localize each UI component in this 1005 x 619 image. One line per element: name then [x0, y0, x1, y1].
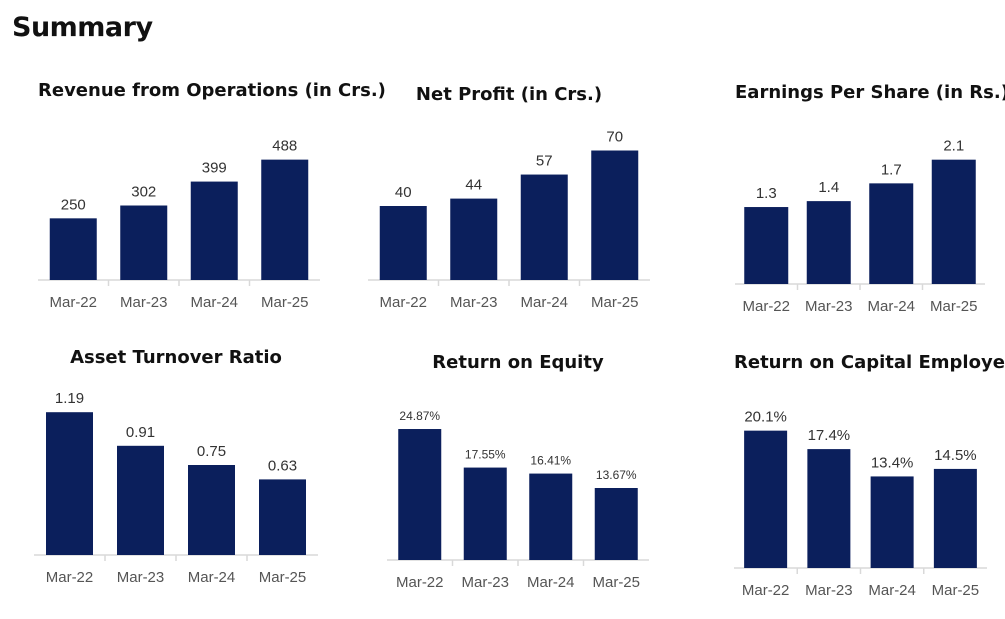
- bar-mar-22: [379, 206, 427, 280]
- chart-title: Revenue from Operations (in Crs.): [38, 80, 386, 101]
- bar-mar-24: [520, 174, 568, 280]
- chart-roce-plot: 20.1% Mar-22 17.4% Mar-23 13.4% Mar-24 14.5% Ma…: [734, 409, 987, 599]
- chart-title: Return on Equity: [432, 352, 604, 373]
- data-label: 57: [536, 153, 553, 170]
- chart-asset-turnover: Asset Turnover Ratio 1.19 Mar-22 0.91 Mar-2…: [34, 345, 318, 595]
- chart-title: Net Profit (in Crs.): [415, 84, 603, 105]
- data-label: 1.4: [818, 179, 839, 196]
- data-label: 399: [202, 160, 227, 177]
- bar-mar-22: [744, 430, 788, 568]
- x-tick-label: Mar-23: [805, 582, 853, 599]
- bar-mar-22: [46, 412, 93, 555]
- data-label: 70: [606, 129, 623, 146]
- chart-net-profit-plot: 40 Mar-22 44 Mar-23 57 Mar-24 70 Mar-25: [368, 129, 650, 311]
- data-label: 44: [465, 177, 482, 194]
- x-tick-label: Mar-23: [461, 574, 509, 591]
- data-label: 13.67%: [596, 468, 637, 482]
- data-label: 1.3: [756, 185, 777, 202]
- chart-revenue: Revenue from Operations (in Crs.) 250 Mar…: [38, 76, 386, 316]
- page-title: Summary: [12, 12, 153, 43]
- chart-revenue-plot: 250 Mar-22 302 Mar-23 399 Mar-24 488 Mar-25: [38, 138, 320, 311]
- data-label: 17.4%: [808, 427, 851, 444]
- bar-mar-24: [869, 183, 914, 284]
- bar-mar-25: [594, 488, 638, 560]
- bar-mar-24: [190, 181, 238, 280]
- data-label: 24.87%: [399, 409, 440, 423]
- x-tick-label: Mar-24: [527, 574, 575, 591]
- bar-mar-22: [49, 218, 97, 280]
- chart-title: Return on Capital Employed: [734, 352, 1005, 373]
- data-label: 13.4%: [871, 454, 914, 471]
- x-tick-label: Mar-25: [930, 298, 978, 315]
- bar-mar-25: [261, 159, 309, 280]
- x-tick-label: Mar-23: [120, 294, 168, 311]
- data-label: 488: [272, 138, 297, 155]
- x-tick-label: Mar-22: [379, 294, 427, 311]
- x-tick-label: Mar-25: [261, 294, 309, 311]
- x-tick-label: Mar-23: [450, 294, 498, 311]
- bar-mar-24: [188, 465, 235, 555]
- x-tick-label: Mar-22: [49, 294, 97, 311]
- data-label: 0.75: [197, 443, 226, 460]
- data-label: 20.1%: [744, 409, 787, 426]
- data-label: 0.91: [126, 424, 155, 441]
- bar-mar-23: [450, 198, 498, 280]
- x-tick-label: Mar-24: [190, 294, 238, 311]
- bar-mar-22: [398, 429, 442, 560]
- x-tick-label: Mar-22: [742, 298, 790, 315]
- chart-roe: Return on Equity 24.87% Mar-22 17.55% Mar-2…: [387, 350, 649, 600]
- x-tick-label: Mar-24: [188, 569, 236, 586]
- bar-mar-25: [933, 468, 977, 568]
- chart-asset-turnover-plot: 1.19 Mar-22 0.91 Mar-23 0.75 Mar-24 0.63 Mar-25: [34, 390, 318, 586]
- x-tick-label: Mar-24: [520, 294, 568, 311]
- chart-net-profit: Net Profit (in Crs.) 40 Mar-22 44 Mar-23 57 M…: [368, 80, 650, 320]
- x-tick-label: Mar-22: [742, 582, 790, 599]
- chart-title: Asset Turnover Ratio: [70, 347, 282, 368]
- bar-mar-23: [463, 467, 507, 560]
- x-tick-label: Mar-23: [117, 569, 165, 586]
- x-tick-label: Mar-25: [592, 574, 640, 591]
- x-tick-label: Mar-24: [867, 298, 915, 315]
- bar-mar-23: [117, 445, 164, 555]
- data-label: 17.55%: [465, 448, 506, 462]
- bar-mar-23: [806, 201, 851, 284]
- data-label: 0.63: [268, 457, 297, 474]
- bar-mar-25: [931, 159, 976, 284]
- chart-roce: Return on Capital Employed 20.1% Mar-22 17…: [734, 350, 1005, 605]
- x-tick-label: Mar-23: [805, 298, 853, 315]
- x-tick-label: Mar-24: [868, 582, 916, 599]
- bar-mar-23: [120, 205, 168, 280]
- data-label: 40: [395, 184, 412, 201]
- data-label: 250: [61, 196, 86, 213]
- chart-title: Earnings Per Share (in Rs.): [735, 82, 1005, 103]
- x-tick-label: Mar-25: [259, 569, 307, 586]
- x-tick-label: Mar-25: [591, 294, 639, 311]
- x-tick-label: Mar-22: [396, 574, 444, 591]
- chart-eps-plot: 1.3 Mar-22 1.4 Mar-23 1.7 Mar-24 2.1 Mar-25: [735, 138, 985, 315]
- data-label: 1.19: [55, 390, 84, 407]
- data-label: 302: [131, 184, 156, 201]
- bar-mar-22: [744, 207, 789, 284]
- data-label: 16.41%: [530, 454, 571, 468]
- chart-eps: Earnings Per Share (in Rs.) 1.3 Mar-22 1.4…: [735, 80, 1005, 320]
- data-label: 14.5%: [934, 447, 977, 464]
- data-label: 2.1: [943, 138, 964, 155]
- bar-mar-24: [529, 473, 573, 560]
- data-label: 1.7: [881, 161, 902, 178]
- bar-mar-24: [870, 476, 914, 568]
- chart-roe-plot: 24.87% Mar-22 17.55% Mar-23 16.41% Mar-24 13.6…: [387, 409, 649, 591]
- bar-mar-25: [591, 150, 639, 280]
- x-tick-label: Mar-22: [46, 569, 94, 586]
- bar-mar-25: [259, 479, 306, 555]
- bar-mar-23: [807, 449, 851, 568]
- x-tick-label: Mar-25: [932, 582, 980, 599]
